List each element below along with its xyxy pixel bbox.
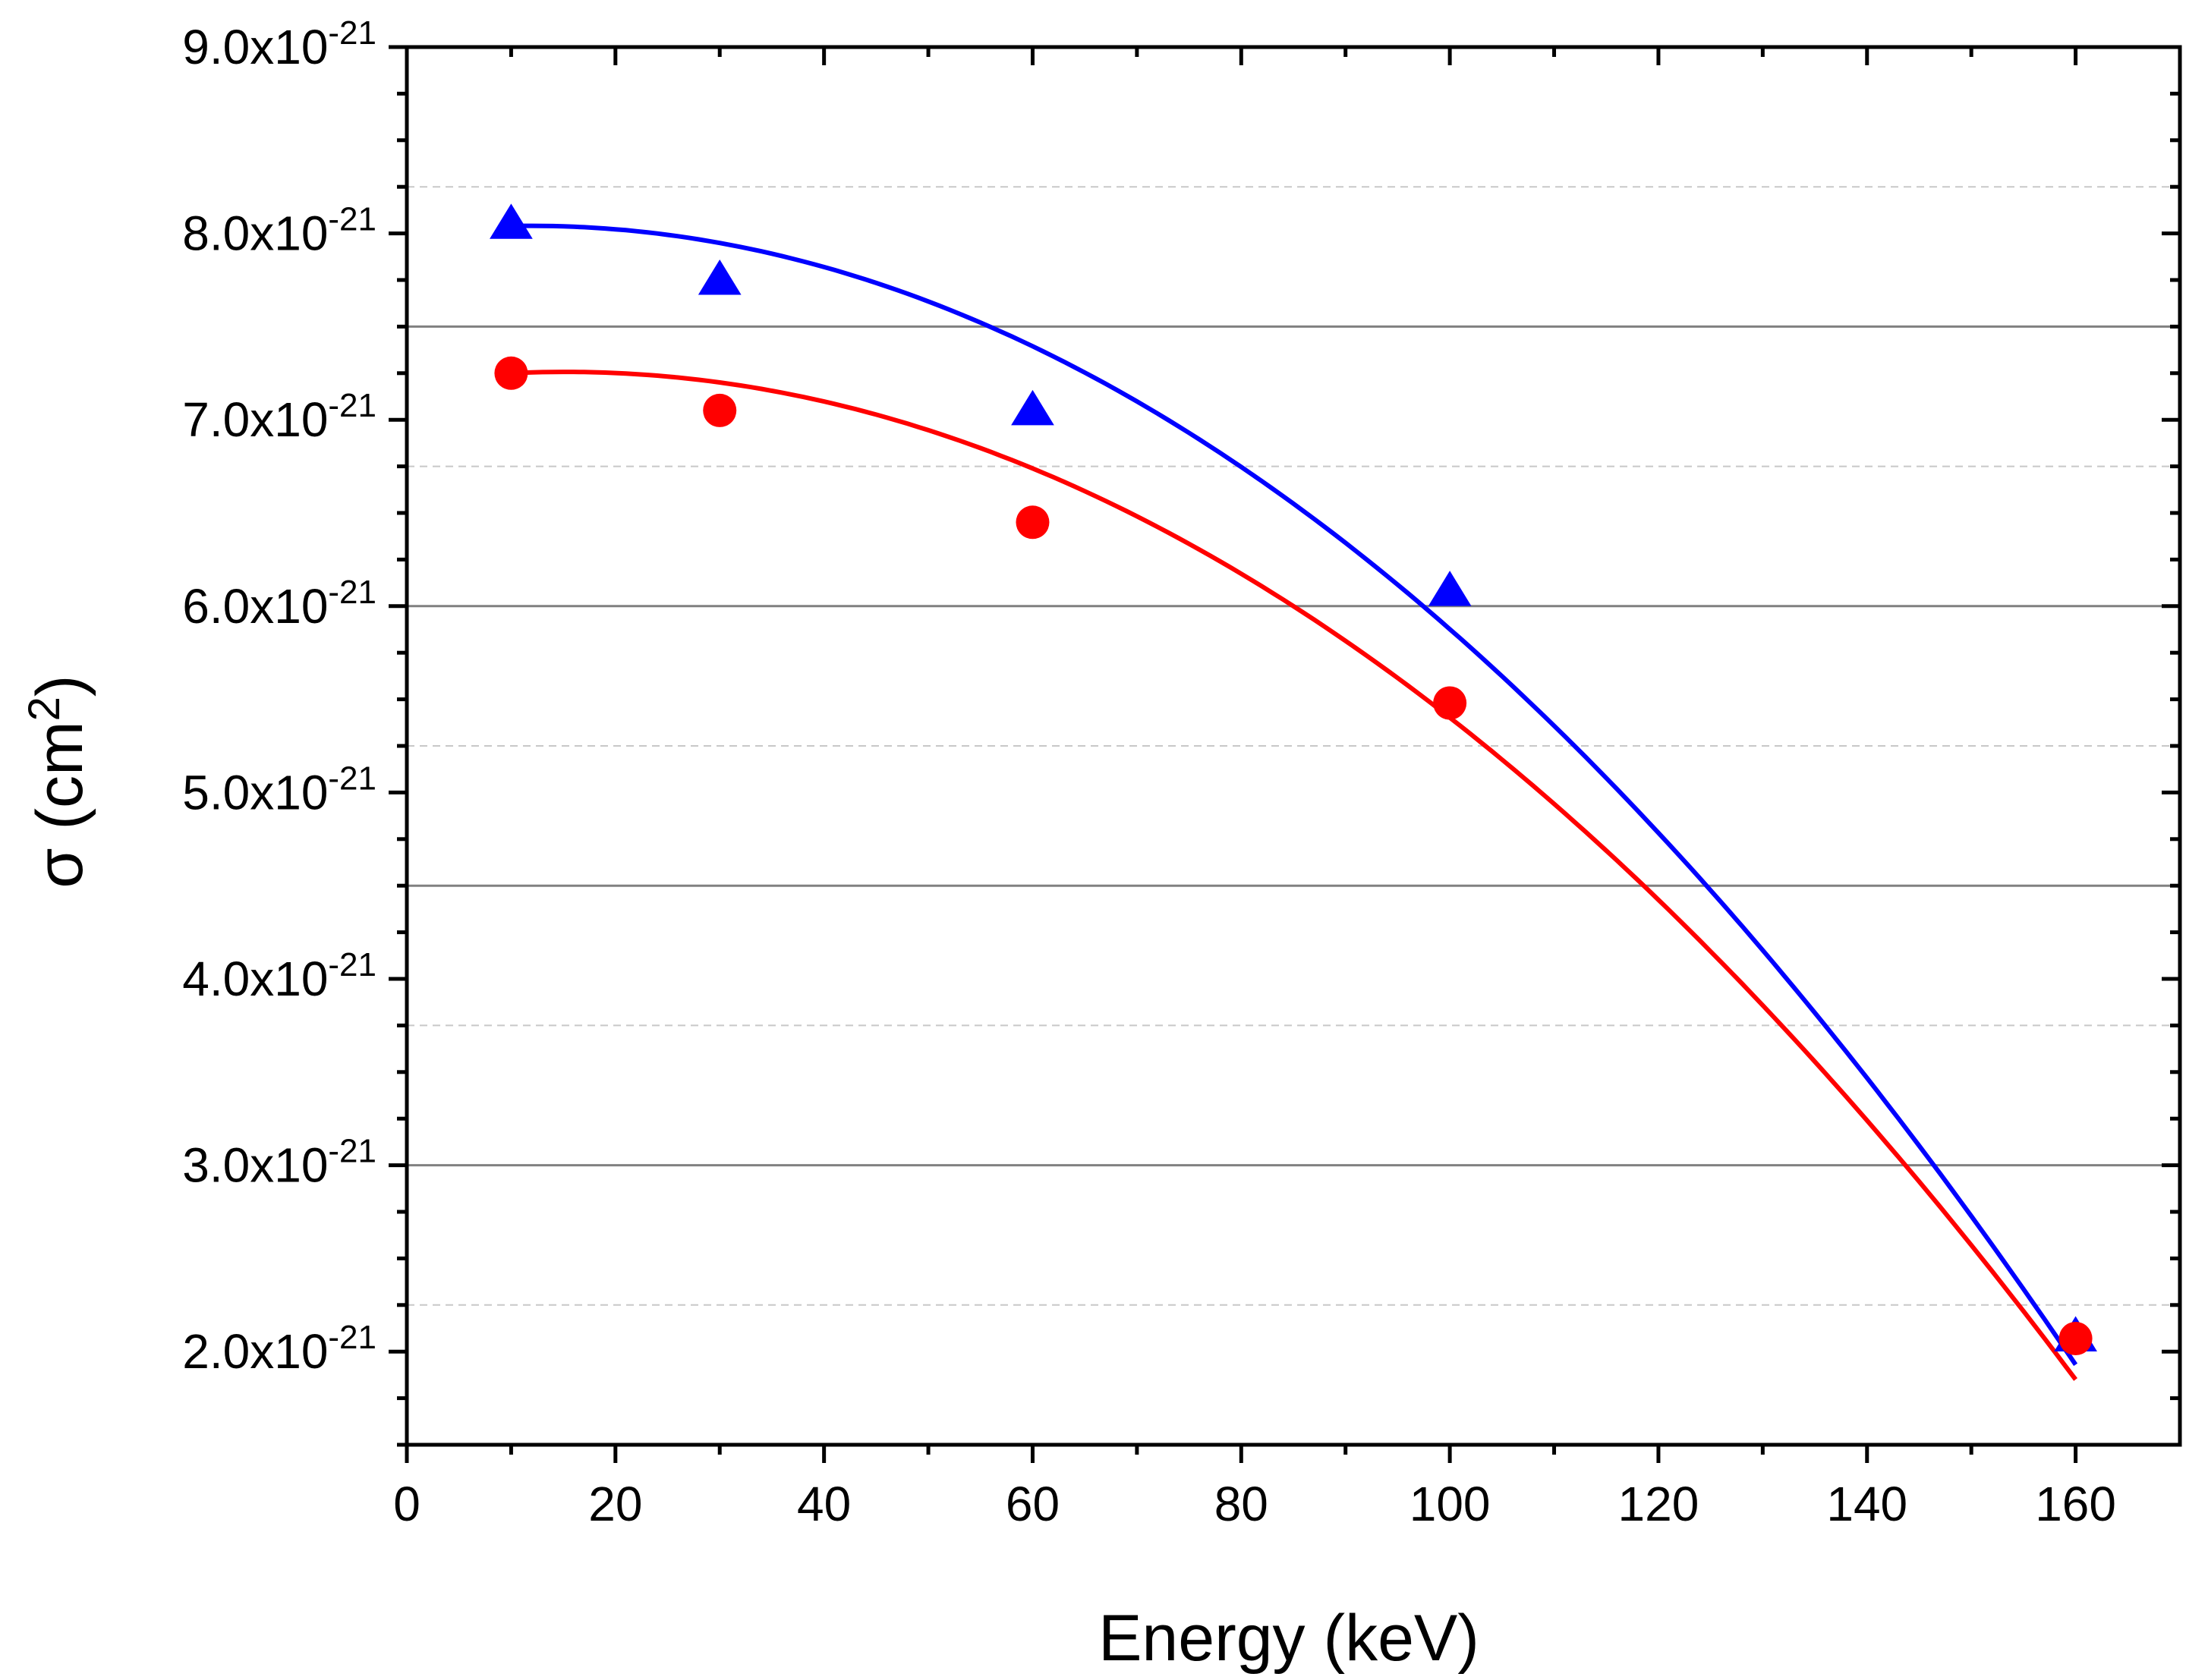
y-tick-label: 6.0x10-21 (182, 574, 376, 634)
x-tick-label: 20 (588, 1477, 642, 1531)
x-axis-title: Energy (keV) (1098, 1602, 1479, 1675)
y-tick-mantissa: 3.0x10 (182, 1138, 328, 1193)
y-tick-mantissa: 8.0x10 (182, 206, 328, 261)
y-tick-exponent: -21 (328, 14, 376, 52)
y-tick-mantissa: 7.0x10 (182, 392, 328, 447)
y-axis-title-close: ) (24, 675, 96, 697)
y-tick-exponent: -21 (328, 1133, 376, 1170)
x-tick-label: 100 (1410, 1477, 1491, 1531)
y-tick-exponent: -21 (328, 760, 376, 797)
triangles-fit-line (511, 223, 2078, 1367)
y-tick-exponent: -21 (328, 574, 376, 611)
y-tick-mantissa: 2.0x10 (182, 1324, 328, 1379)
y-tick-label: 2.0x10-21 (182, 1319, 376, 1379)
data-markers (490, 203, 2097, 1356)
x-tick-label: 120 (1618, 1477, 1699, 1531)
x-tick-labels: 0 20 40 60 80 100 120 140 160 (393, 1477, 2116, 1531)
y-tick-exponent: -21 (328, 946, 376, 983)
y-tick-mantissa: 5.0x10 (182, 765, 328, 820)
plot-frame (405, 45, 2182, 1447)
y-axis-title-superscript: 2 (20, 697, 69, 721)
y-tick-exponent: -21 (328, 387, 376, 424)
y-tick-exponent: -21 (328, 1319, 376, 1356)
y-tick-mantissa: 6.0x10 (182, 579, 328, 634)
x-tick-label: 60 (1006, 1477, 1060, 1531)
x-tick-label: 40 (797, 1477, 851, 1531)
circles-data-point (1016, 505, 1050, 540)
y-tick-label: 8.0x10-21 (182, 201, 376, 261)
y-tick-exponent: -21 (328, 201, 376, 238)
y-axis-title-main: σ (cm (24, 721, 96, 888)
y-tick-label: 4.0x10-21 (182, 946, 376, 1006)
x-tick-label: 80 (1214, 1477, 1268, 1531)
circles-data-point (2058, 1322, 2093, 1356)
y-tick-labels: 2.0x10-213.0x10-214.0x10-215.0x10-216.0x… (182, 14, 376, 1379)
y-tick-label: 5.0x10-21 (182, 760, 376, 820)
y-axis-title: σ (cm2) (20, 675, 96, 888)
triangles-data-point (698, 260, 742, 295)
circles-data-point (703, 393, 737, 427)
y-tick-mantissa: 4.0x10 (182, 952, 328, 1006)
fit-lines (511, 223, 2078, 1381)
x-tick-label: 140 (1826, 1477, 1907, 1531)
x-tick-label: 0 (393, 1477, 420, 1531)
x-tick-label: 160 (2035, 1477, 2116, 1531)
axis-ticks (389, 45, 2180, 1463)
y-tick-label: 9.0x10-21 (182, 14, 376, 74)
triangles-data-point (1428, 571, 1472, 606)
y-tick-mantissa: 9.0x10 (182, 20, 328, 74)
triangles-data-point (490, 203, 533, 239)
y-tick-label: 7.0x10-21 (182, 387, 376, 447)
y-tick-label: 3.0x10-21 (182, 1133, 376, 1193)
circles-data-point (1433, 686, 1467, 720)
circles-data-point (494, 356, 528, 390)
circles-fit-line (511, 370, 2077, 1381)
triangles-data-point (1011, 389, 1054, 426)
